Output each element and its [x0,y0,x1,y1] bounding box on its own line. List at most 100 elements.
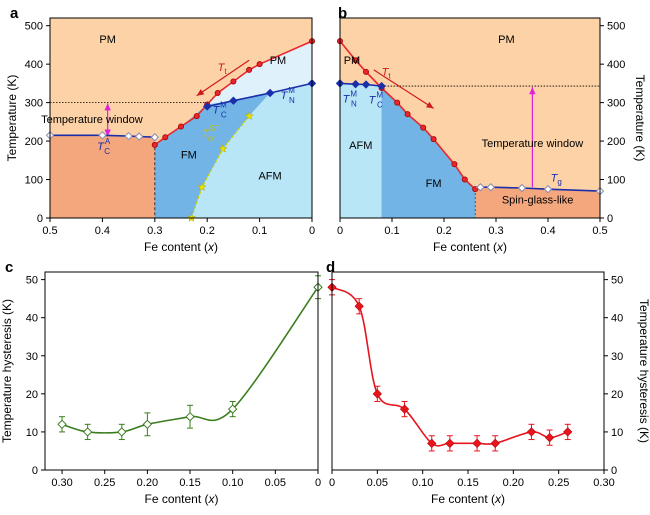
region-spin-glass [475,186,600,218]
y-axis-label: Temperature (K) [5,75,19,162]
tt-point [404,111,411,118]
y-tick-label: 50 [611,275,623,287]
tt-point [451,161,458,168]
tnm-point [377,81,386,91]
tt-point [214,90,221,97]
data-point [117,427,127,437]
x-tick-label: 0.4 [540,225,555,237]
x-tick-label: 0.30 [593,477,614,489]
y-tick-label: 200 [25,136,43,148]
y-tick-label: 400 [607,59,625,71]
x-axis-label: Fe content (x) [433,240,507,254]
region-label-spin-glass: Spin-glass-like [502,194,574,206]
series-line-TNM [339,82,382,87]
region-label-pm-2: PM [270,55,287,67]
region-label-fm: FM [426,178,442,190]
temperature-window-arrow-head [104,129,111,137]
y-tick-label: 300 [607,98,625,110]
tg-point [476,183,485,192]
y-tick-label: 10 [611,427,623,439]
tnm-point [361,80,371,89]
tcr-star-point [218,143,228,153]
tcm-point [229,96,238,105]
x-tick-label: 0 [337,225,343,237]
y-tick-label: 20 [611,389,623,401]
tt-point [246,66,253,73]
panel-a: Temperature window PM PM FM AFM Tt TM C TM N TA C TS… [5,5,317,254]
data-point [354,301,364,311]
y-tick-label: 0 [37,213,43,225]
x-tick-label: 0.15 [179,477,200,489]
y-axis-label: Temperature hysteresis (K) [0,299,14,443]
y-tick-label: 40 [611,313,623,325]
panel-label-d: d [326,259,335,276]
tt-arrow [373,69,434,109]
temperature-window-arrow-head [529,87,536,95]
region-label-pm: PM [99,34,116,46]
label-tnm: TM N [281,86,296,105]
label-tcr: TST cr [202,124,220,143]
panel-label-a: a [10,5,19,22]
label-tnm: TM N [343,90,358,109]
tt-point [352,57,359,64]
plot-frame [44,271,319,471]
tt-point [162,134,169,141]
region-label-afm: AFM [258,171,281,183]
region-label-pm: PM [498,34,515,46]
data-point [372,389,382,399]
x-tick-label: 0.30 [51,477,72,489]
tt-point [151,141,158,148]
label-tca: TA C [97,137,111,156]
x-tick-label: 0.05 [367,477,388,489]
data-point [399,404,410,414]
x-tick-label: 0 [309,225,315,237]
tt-point [230,78,237,85]
x-axis-label: Fe content (x) [431,492,505,506]
plot-frame [49,17,313,219]
temperature-window-arrow-head [104,103,111,111]
data-point [142,419,153,430]
x-tick-label: 0.25 [94,477,115,489]
panel-label-c: c [5,259,13,276]
tt-arrow-head [425,101,434,109]
plot-frame [331,271,605,471]
data-point [544,433,555,443]
x-tick-label: 0.25 [548,477,569,489]
region-pm-upper [50,18,312,145]
y-tick-label: 100 [607,175,625,187]
tt-point [461,176,468,183]
y-tick-label: 200 [607,136,625,148]
tcm-point [265,88,275,98]
data-point [427,438,437,448]
y-tick-label: 100 [25,175,43,187]
x-tick-label: 0.05 [265,477,286,489]
x-tick-label: 0.2 [436,225,451,237]
label-tg: Tg [551,172,562,186]
region-label-afm: AFM [349,140,372,152]
y-tick-label: 30 [26,351,38,363]
y-tick-label: 500 [25,21,43,33]
plot-frame [339,17,601,219]
x-tick-label: 0.3 [147,225,162,237]
x-tick-label: 0.1 [252,225,267,237]
series-line-Tt [154,40,313,146]
y-tick-label: 400 [25,59,43,71]
panel-b: Temperature window PM PM AFM FM Spin-glass-li… [335,5,647,254]
x-tick-label: 0.10 [222,477,243,489]
region-label-pm-2: PM [344,55,361,67]
y-axis-label: Temperature (K) [633,75,647,162]
x-tick-label: 0 [329,477,335,489]
label-tcm: TM C [369,90,384,109]
tt-point [362,68,369,75]
region-afm [191,83,312,219]
x-tick-label: 0.15 [457,477,478,489]
tt-point [177,123,184,130]
tcm-point [202,102,212,111]
tnm-point [351,79,360,89]
tt-point [256,61,263,68]
region-label-fm: FM [181,149,197,161]
temperature-window-label: Temperature window [482,138,584,150]
y-tick-label: 40 [26,313,38,325]
